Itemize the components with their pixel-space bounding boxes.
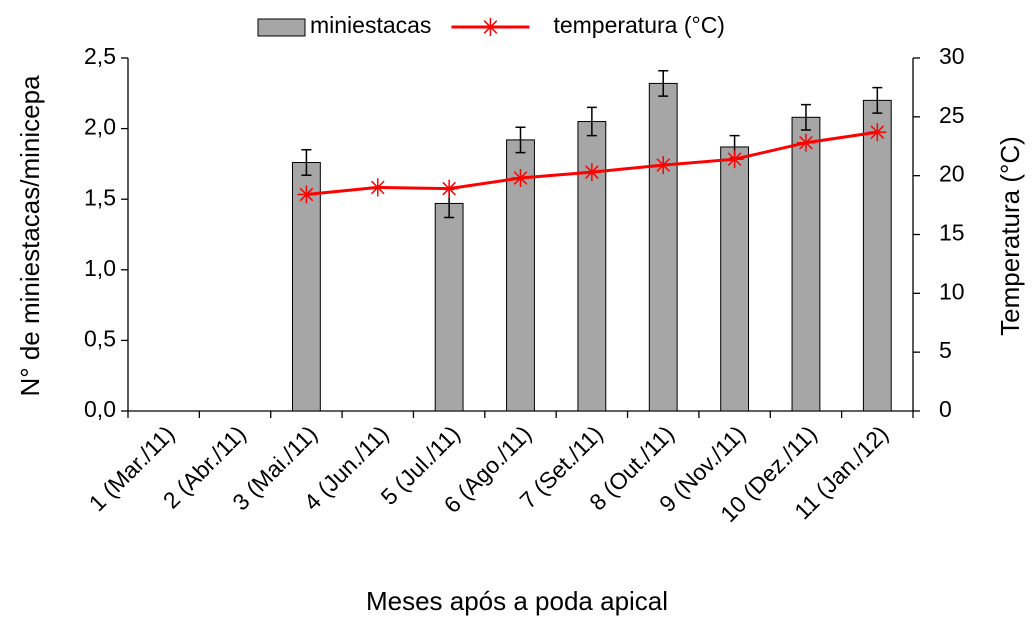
error-bar [301, 149, 312, 176]
error-bar [800, 103, 811, 131]
y2-tick-label: 20 [939, 161, 965, 187]
y-tick-label: 2,0 [84, 114, 116, 140]
bar [791, 116, 821, 412]
y2-tick-label: 15 [939, 220, 965, 246]
line-marker [796, 133, 815, 152]
y-axis-title: N° de miniestacas/minicepa [15, 75, 45, 397]
line-marker [654, 156, 673, 175]
legend-label: temperatura (°C) [553, 12, 725, 38]
y2-tick-label: 0 [939, 396, 952, 422]
y-tick-label: 1,0 [84, 255, 116, 281]
line-marker [725, 150, 744, 169]
legend-swatch [257, 18, 306, 37]
error-bar [872, 86, 883, 114]
bar [434, 202, 464, 412]
y-tick-label: 0,5 [84, 325, 116, 351]
legend-label: miniestacas [310, 12, 431, 38]
bar [648, 82, 678, 412]
bar [862, 99, 892, 412]
x-axis-title: Meses após a poda apical [366, 586, 668, 616]
y2-tick-label: 30 [939, 43, 965, 69]
error-bar [586, 106, 597, 137]
line-marker [368, 178, 387, 197]
y-tick-label: 1,5 [84, 184, 116, 210]
error-bar [658, 69, 669, 97]
y2-tick-label: 10 [939, 278, 965, 304]
y2-axis-title: Temperatura (°C) [995, 136, 1025, 336]
bar [720, 146, 750, 412]
line-marker [481, 18, 500, 36]
error-bar [515, 126, 526, 154]
line-marker [440, 179, 459, 198]
line-marker [868, 123, 887, 142]
y-tick-label: 0,0 [84, 396, 116, 422]
line-marker [582, 163, 601, 182]
line-marker [511, 169, 530, 188]
y-tick-label: 2,5 [84, 43, 116, 69]
y2-tick-label: 5 [939, 337, 952, 363]
y2-tick-label: 25 [939, 102, 965, 128]
line-marker [297, 185, 316, 204]
